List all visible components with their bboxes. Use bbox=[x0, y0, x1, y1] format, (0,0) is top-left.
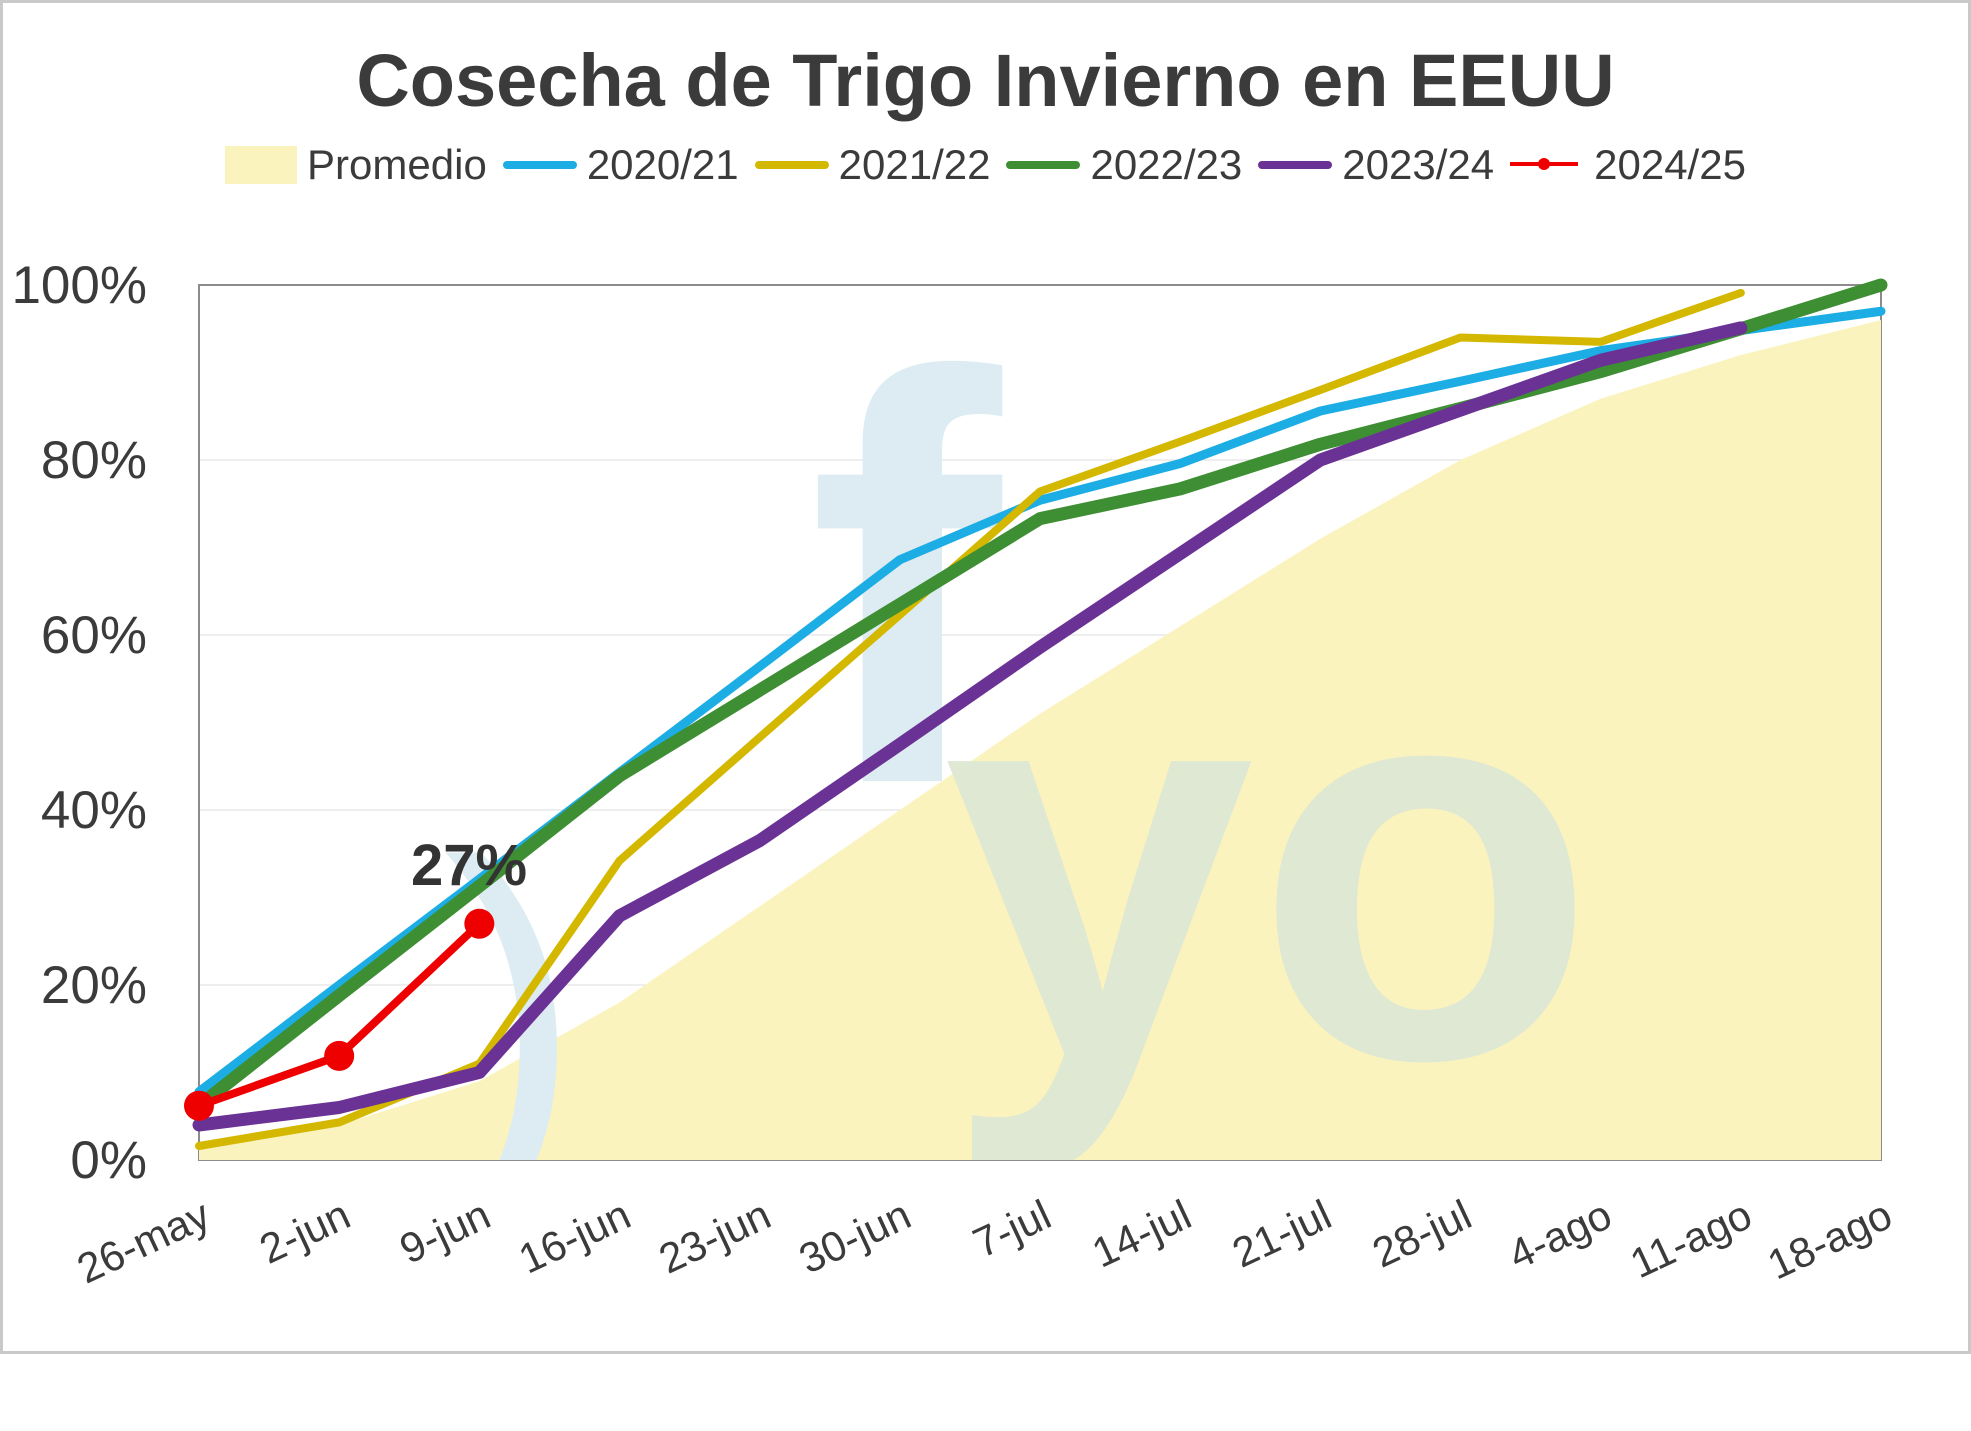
svg-text:16-jun: 16-jun bbox=[512, 1191, 638, 1283]
svg-text:20%: 20% bbox=[41, 956, 147, 1015]
svg-text:23-jun: 23-jun bbox=[652, 1191, 778, 1283]
svg-text:4-ago: 4-ago bbox=[1501, 1191, 1618, 1279]
svg-text:2-jun: 2-jun bbox=[252, 1191, 357, 1273]
svg-text:80%: 80% bbox=[41, 431, 147, 490]
svg-text:14-jul: 14-jul bbox=[1085, 1191, 1198, 1277]
svg-text:11-ago: 11-ago bbox=[1623, 1191, 1759, 1288]
svg-text:30-jun: 30-jun bbox=[792, 1191, 918, 1283]
svg-text:100%: 100% bbox=[11, 257, 147, 315]
svg-text:26-may: 26-may bbox=[70, 1191, 217, 1293]
svg-text:0%: 0% bbox=[70, 1131, 147, 1190]
svg-text:40%: 40% bbox=[41, 781, 147, 840]
svg-text:21-jul: 21-jul bbox=[1225, 1191, 1338, 1277]
svg-text:60%: 60% bbox=[41, 606, 147, 665]
svg-text:28-jul: 28-jul bbox=[1365, 1191, 1478, 1277]
svg-text:27%: 27% bbox=[411, 833, 527, 898]
svg-text:9-jun: 9-jun bbox=[393, 1191, 498, 1273]
svg-text:7-jul: 7-jul bbox=[966, 1191, 1058, 1267]
svg-text:18-ago: 18-ago bbox=[1760, 1191, 1898, 1289]
